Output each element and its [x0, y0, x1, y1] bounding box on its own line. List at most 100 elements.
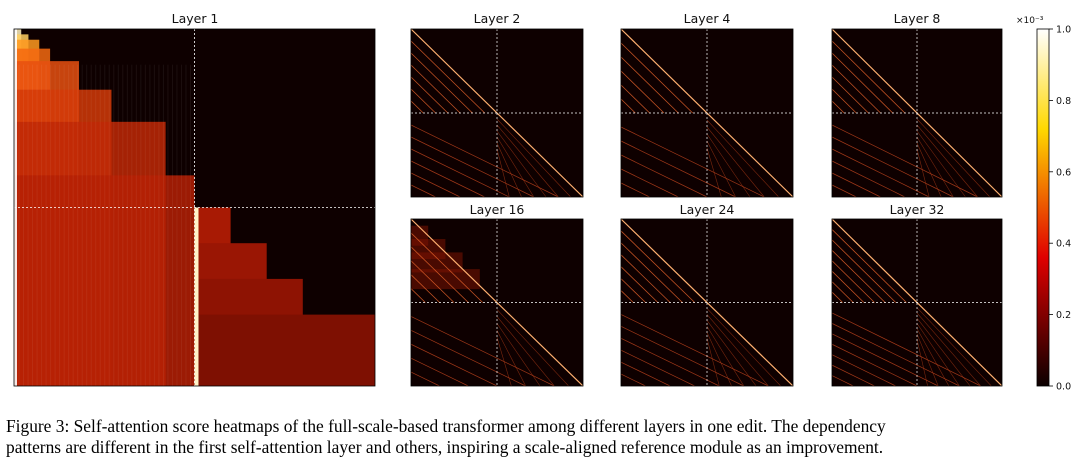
heatmap-stripe [916, 338, 928, 387]
heatmap-texture [45, 64, 47, 386]
heatmap-cells-layer-8 [831, 28, 1003, 198]
heatmap-texture [72, 64, 74, 386]
heatmap-stripe [620, 140, 736, 198]
heatmap-highlight-column [194, 207, 199, 386]
heatmap-texture [50, 64, 52, 386]
heatmap-stripe [620, 290, 634, 303]
heatmap-layer-24: Layer 24 [620, 202, 794, 387]
heatmap-texture [63, 64, 65, 386]
heatmap-layer-2: Layer 2 [410, 11, 584, 198]
heatmap-stripe [620, 182, 650, 198]
colorbar-tick-label: 0.6 [1056, 167, 1071, 178]
colorbar-tick-label: 0.2 [1056, 310, 1071, 321]
heatmap-stripe [831, 52, 893, 114]
heatmap-stripe [916, 136, 954, 198]
heatmap-stripe [706, 320, 757, 387]
heatmap-stripe [620, 361, 671, 387]
heatmap-stripe [496, 323, 541, 387]
heatmap-stripe [916, 124, 978, 198]
heatmap-stripe [706, 140, 736, 198]
heatmap-block [194, 314, 375, 386]
heatmap-stripe [496, 148, 510, 198]
heatmap-stripe [916, 312, 981, 387]
heatmap-texture [90, 64, 92, 386]
heatmap-texture [176, 64, 178, 386]
heatmap-stripe [620, 254, 671, 303]
heatmap-stripe [620, 314, 769, 387]
heatmap-stripe [410, 330, 526, 387]
heatmap-texture [18, 64, 20, 386]
heatmap-stripe [410, 343, 498, 387]
heatmap-block [14, 175, 195, 386]
heatmap-layer-32: Layer 32 [831, 202, 1003, 387]
heatmap-stripe [620, 56, 679, 114]
heatmap-layer-4: Layer 4 [620, 11, 794, 198]
heatmap-texture [135, 64, 137, 386]
heatmap-stripe [496, 330, 526, 387]
heatmap-stripe [831, 343, 918, 387]
heatmap-stripe [620, 266, 659, 303]
colorbar-tick-label: 0.0 [1056, 382, 1071, 393]
heatmap-texture [113, 64, 115, 386]
heatmap-stripe [916, 118, 991, 198]
heatmap-stripe [706, 119, 779, 198]
colorbar-tick-label: 1.0 [1056, 25, 1071, 36]
heatmap-frame [620, 218, 794, 387]
heatmap-texture [77, 64, 79, 386]
heatmap-frame [13, 28, 376, 387]
heatmap-texture [185, 64, 187, 386]
heatmap-texture [68, 64, 70, 386]
heatmap-stripe [831, 64, 881, 114]
heatmap-stripe [410, 371, 440, 387]
heatmap-layer-16: Layer 16 [410, 202, 584, 387]
heatmap-stripe [831, 250, 886, 303]
heatmap-stripe [410, 148, 510, 198]
heatmap-stripe [410, 232, 483, 303]
heatmap-stripe [620, 84, 650, 114]
heatmap-stripe [410, 100, 424, 114]
heatmap-texture [122, 64, 124, 386]
heatmap-stripe [831, 124, 978, 198]
heatmap-stripe [620, 230, 695, 303]
heatmap-frame [620, 28, 794, 198]
colorbar-exponent-label: ×10⁻³ [1016, 16, 1044, 26]
heatmap-stripe [831, 172, 881, 198]
heatmap-cells-layer-32 [831, 218, 1003, 387]
heatmap-stripe [831, 281, 854, 303]
heatmap-texture [27, 64, 29, 386]
heatmap-stripe [831, 364, 875, 387]
heatmap-stripe [916, 328, 950, 387]
heatmap-stripe [831, 354, 896, 387]
colorbar: ×10⁻³ 0.0 0.2 0.4 0.6 0.8 1.0 [1016, 16, 1071, 393]
heatmap-stripe [410, 64, 461, 114]
heatmap-stripe [410, 88, 436, 114]
panel-title-layer-4: Layer 4 [684, 11, 731, 26]
caption-line-1: Figure 3: Self-attention score heatmaps … [6, 416, 886, 436]
colorbar-gradient [1036, 28, 1050, 387]
heatmap-stripe [410, 136, 535, 198]
heatmap-texture [117, 64, 119, 386]
heatmap-stripe [620, 337, 720, 387]
heatmap-stripe [620, 126, 765, 198]
heatmap-texture [189, 64, 191, 386]
heatmap-stripe [916, 130, 966, 198]
heatmap-cells-layer-24 [620, 218, 794, 387]
heatmap-stripe [496, 309, 569, 387]
panel-title-layer-16: Layer 16 [470, 202, 525, 217]
heatmap-stripe [410, 288, 426, 303]
heatmap-stripe [496, 118, 571, 198]
colorbar-tick-label: 0.4 [1056, 239, 1071, 250]
heatmap-texture [171, 64, 173, 386]
heatmap-stripe [410, 274, 440, 303]
heatmap-frame [410, 218, 584, 387]
heatmap-stripe [620, 98, 636, 114]
heatmap-stripe [496, 316, 555, 387]
heatmap-texture [158, 64, 160, 386]
heatmap-stripe [706, 332, 732, 387]
heatmap-stripe [831, 40, 906, 114]
heatmap-layer-1: Layer 1 [13, 11, 376, 387]
heatmap-frame [831, 28, 1003, 198]
heatmap-stripe [410, 316, 555, 387]
heatmap-stripe [706, 126, 765, 198]
heatmap-stripe [620, 42, 693, 114]
